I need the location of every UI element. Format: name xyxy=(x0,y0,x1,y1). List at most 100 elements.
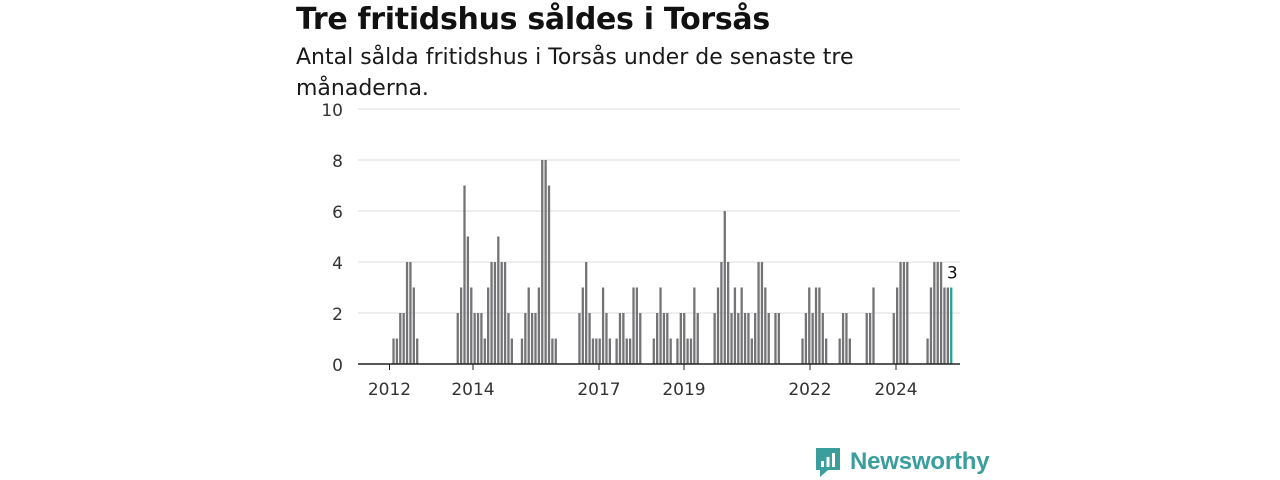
bar xyxy=(906,262,909,364)
bar xyxy=(551,338,554,364)
bar xyxy=(933,262,936,364)
bar xyxy=(527,287,530,364)
bar xyxy=(591,338,595,364)
bar xyxy=(764,287,767,364)
bar xyxy=(530,313,534,364)
bar xyxy=(730,313,733,364)
bar xyxy=(696,313,699,364)
bar xyxy=(520,338,524,364)
bar xyxy=(487,287,490,364)
bar xyxy=(804,313,808,364)
grid-lines xyxy=(358,108,960,314)
bar xyxy=(757,262,760,364)
bar xyxy=(811,313,814,364)
bar xyxy=(412,287,415,364)
bar xyxy=(689,338,693,364)
bar xyxy=(554,338,557,364)
bar xyxy=(581,287,584,364)
bar xyxy=(737,313,740,364)
x-tick-label: 2024 xyxy=(874,380,917,400)
bar xyxy=(774,313,777,364)
bar xyxy=(727,262,730,364)
bar xyxy=(544,160,547,364)
bar xyxy=(510,338,513,364)
bar xyxy=(534,313,537,364)
y-tick-label: 4 xyxy=(332,254,343,274)
bar xyxy=(801,338,804,364)
bar xyxy=(608,338,611,364)
chart-subtitle: Antal sålda fritidshus i Torsås under de… xyxy=(296,45,854,101)
highlight-value-label: 3 xyxy=(947,264,958,284)
bar xyxy=(848,338,851,364)
brand-name: Newsworthy xyxy=(850,448,990,475)
y-tick-label: 8 xyxy=(332,152,343,172)
bar xyxy=(585,262,588,364)
bar xyxy=(754,313,757,364)
bar xyxy=(760,262,764,364)
axes: 0 2 4 6 8 10 3 2012 2014 2017 2019 2022 2024 xyxy=(321,101,960,400)
y-tick-label: 0 xyxy=(332,356,343,376)
bar xyxy=(929,287,933,364)
bar xyxy=(628,338,632,364)
bar xyxy=(818,287,821,364)
newsworthy-brand[interactable]: Newsworthy xyxy=(814,446,990,478)
bar xyxy=(676,338,679,364)
y-tick-label: 6 xyxy=(332,203,343,223)
bar xyxy=(686,338,689,364)
bar xyxy=(899,262,902,364)
bar xyxy=(656,313,659,364)
bar xyxy=(821,313,824,364)
bar xyxy=(740,287,743,364)
bar xyxy=(723,211,726,364)
bar-series xyxy=(392,160,953,364)
bar xyxy=(639,313,642,364)
bar xyxy=(713,313,716,364)
bar xyxy=(547,185,551,364)
chart-title: Tre fritidshus såldes i Torsås xyxy=(296,2,770,37)
bar xyxy=(524,313,527,364)
y-tick-label: 2 xyxy=(332,305,343,325)
x-tick-label: 2017 xyxy=(577,380,620,400)
bar xyxy=(662,313,666,364)
bar xyxy=(507,313,510,364)
bar xyxy=(456,313,459,364)
bar xyxy=(480,313,483,364)
bar xyxy=(399,313,402,364)
bar xyxy=(666,313,669,364)
bar xyxy=(578,313,581,364)
bar xyxy=(493,262,497,364)
bar xyxy=(814,287,818,364)
bar xyxy=(896,287,899,364)
x-tick-label: 2022 xyxy=(788,380,831,400)
bar xyxy=(679,313,682,364)
bar xyxy=(872,287,875,364)
bar xyxy=(720,262,723,364)
bar xyxy=(402,313,405,364)
bar xyxy=(473,313,476,364)
bar xyxy=(601,287,605,364)
bar xyxy=(652,338,655,364)
bar xyxy=(500,262,503,364)
bar xyxy=(392,338,395,364)
bar xyxy=(615,338,618,364)
bar xyxy=(693,287,696,364)
bar xyxy=(902,262,906,364)
bar xyxy=(865,313,868,364)
bar xyxy=(497,236,500,364)
bar xyxy=(625,338,628,364)
bar xyxy=(747,313,750,364)
bar xyxy=(588,313,591,364)
bar xyxy=(838,338,841,364)
bar xyxy=(632,287,635,364)
bar xyxy=(409,262,412,364)
bar-highlight xyxy=(950,287,953,364)
bar xyxy=(470,287,473,364)
bar xyxy=(416,338,419,364)
bar xyxy=(841,313,845,364)
bar xyxy=(635,287,639,364)
bar xyxy=(946,287,949,364)
bar xyxy=(926,338,929,364)
bar xyxy=(892,313,895,364)
bar xyxy=(777,313,780,364)
